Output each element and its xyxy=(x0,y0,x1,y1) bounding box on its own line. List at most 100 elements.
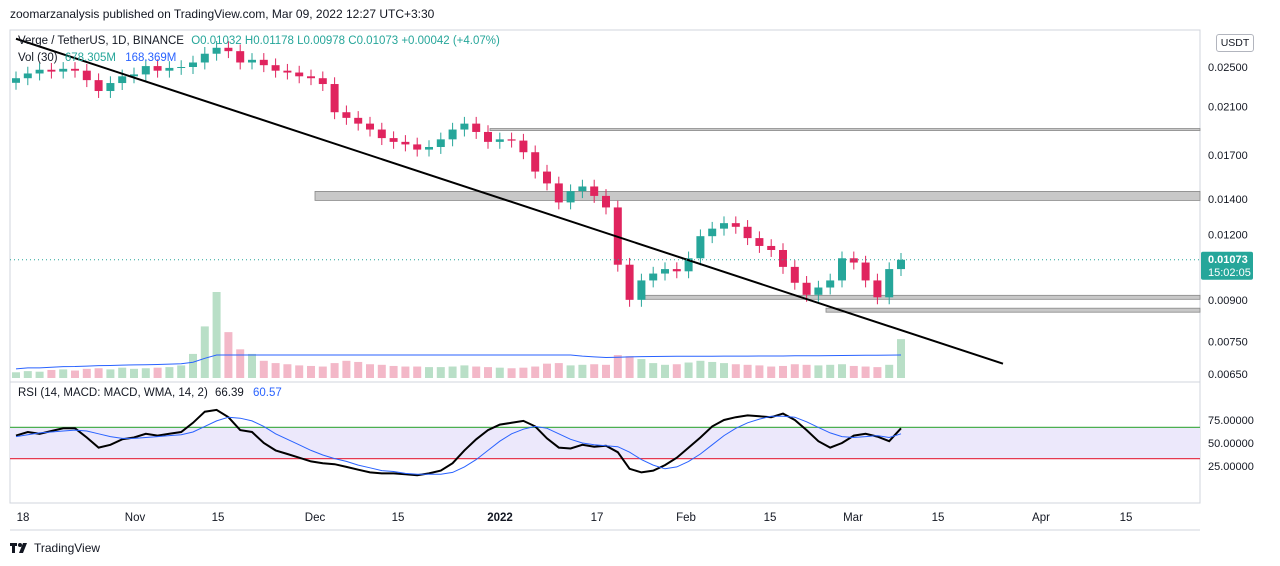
volume-bar xyxy=(259,360,268,378)
volume-bar xyxy=(106,369,115,378)
time-tick-label: 15 xyxy=(212,512,225,524)
time-tick-label: Apr xyxy=(1032,512,1050,524)
candle-body xyxy=(507,139,516,141)
candle-body xyxy=(366,123,374,130)
rsi-value: 66.39 xyxy=(214,387,244,399)
candle-body xyxy=(425,146,433,150)
candle-body xyxy=(354,117,363,124)
volume-bar xyxy=(318,366,327,378)
time-tick-label: 2022 xyxy=(487,512,513,524)
volume-bar xyxy=(71,370,79,378)
volume-bar xyxy=(377,364,386,378)
currency-button[interactable]: USDT xyxy=(1216,34,1254,52)
candle-body xyxy=(460,123,469,130)
candle-body xyxy=(271,65,280,71)
candle-body xyxy=(224,47,233,52)
candle-body xyxy=(885,269,894,298)
volume-bar xyxy=(141,368,150,378)
candle-body xyxy=(554,183,563,203)
volume-bar xyxy=(696,360,705,378)
volume-bar xyxy=(849,365,858,378)
time-tick-label: Nov xyxy=(125,512,146,524)
volume-bar xyxy=(23,371,32,378)
volume-bar xyxy=(566,365,575,378)
volume-bar xyxy=(177,365,186,378)
candle-body xyxy=(401,141,410,145)
volume-bar xyxy=(826,364,835,378)
price-tick-label: 0.01200 xyxy=(1208,229,1248,241)
volume-bar xyxy=(47,369,56,378)
volume-bar xyxy=(82,368,91,378)
volume-ma-value: 168.369M xyxy=(125,52,177,64)
time-tick-label: 18 xyxy=(17,512,30,524)
time-tick-label: 15 xyxy=(932,512,945,524)
brand-name: TradingView xyxy=(34,541,101,555)
tradingview-logo-icon xyxy=(10,543,27,553)
candle-body xyxy=(649,273,658,281)
volume-legend[interactable]: Vol (30) 678.305M 168.369M xyxy=(18,52,176,64)
price-tick-label: 0.00650 xyxy=(1208,369,1248,381)
volume-bar xyxy=(590,364,599,378)
candle-body xyxy=(708,228,717,237)
price-tick-label: 0.00750 xyxy=(1208,336,1248,348)
volume-bar xyxy=(330,363,339,378)
descending-trendline xyxy=(15,37,1004,365)
rsi-legend[interactable]: RSI (14, MACD: MACD, WMA, 14, 2) 66.39 6… xyxy=(18,387,282,399)
volume-bar xyxy=(790,364,799,378)
candle-body xyxy=(189,62,197,67)
volume-bar xyxy=(12,372,20,378)
volume-bar xyxy=(779,365,787,378)
rsi-tick-label: 50.00000 xyxy=(1208,438,1254,450)
volume-bar xyxy=(283,364,292,378)
candle-body xyxy=(12,78,20,83)
rsi-label: RSI (14, MACD: MACD, WMA, 14, 2) xyxy=(18,387,208,399)
candle-body xyxy=(531,152,540,172)
volume-label: Vol (30) xyxy=(18,52,58,64)
candle-body xyxy=(389,138,398,142)
volume-bar xyxy=(354,361,363,378)
candle-body xyxy=(59,68,68,72)
candle-body xyxy=(23,73,32,79)
symbol-legend[interactable]: Verge / TetherUS, 1D, BINANCE O0.01032 H… xyxy=(18,35,500,47)
volume-bar xyxy=(366,364,374,378)
candle-body xyxy=(519,140,528,153)
candle-body xyxy=(141,66,150,75)
candle-body xyxy=(484,131,492,142)
candle-body xyxy=(436,139,445,147)
candle-body xyxy=(590,186,599,196)
tradingview-brand[interactable]: TradingView xyxy=(10,541,100,555)
candle-body xyxy=(779,249,787,267)
rsi-tick-label: 25.00000 xyxy=(1208,461,1254,473)
rsi-line xyxy=(15,408,902,477)
candle-body xyxy=(472,123,481,132)
last-price-label: 0.01073 xyxy=(1208,254,1248,266)
volume-bar xyxy=(448,366,457,378)
candle-body xyxy=(790,266,799,283)
support-zone-upper xyxy=(644,294,1201,300)
volume-bar xyxy=(613,355,622,378)
candle-body xyxy=(342,112,351,118)
candle-body xyxy=(802,282,811,295)
candle-body xyxy=(543,171,551,184)
volume-bar xyxy=(802,364,811,378)
candle-body xyxy=(47,69,56,72)
candle-body xyxy=(661,269,669,274)
price-tick-label: 0.02500 xyxy=(1208,62,1248,74)
volume-bar xyxy=(248,353,256,378)
candle-body xyxy=(495,139,504,142)
candle-body xyxy=(94,80,103,92)
candle-body xyxy=(71,68,79,71)
rsi-band xyxy=(10,427,1200,459)
candle-body xyxy=(307,76,315,79)
rsi-tick-label: 75.00000 xyxy=(1208,415,1254,427)
candle-body xyxy=(743,226,752,239)
volume-bar xyxy=(602,364,610,378)
volume-bar xyxy=(743,364,752,378)
volume-bar xyxy=(672,364,681,378)
volume-bar xyxy=(531,366,540,378)
time-tick-label: Dec xyxy=(305,512,326,524)
candle-body xyxy=(177,67,186,68)
volume-bar xyxy=(838,364,846,378)
